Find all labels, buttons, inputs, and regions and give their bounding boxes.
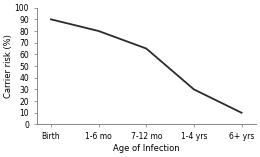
X-axis label: Age of Infection: Age of Infection bbox=[113, 144, 180, 153]
Y-axis label: Carrier risk (%): Carrier risk (%) bbox=[4, 34, 13, 98]
